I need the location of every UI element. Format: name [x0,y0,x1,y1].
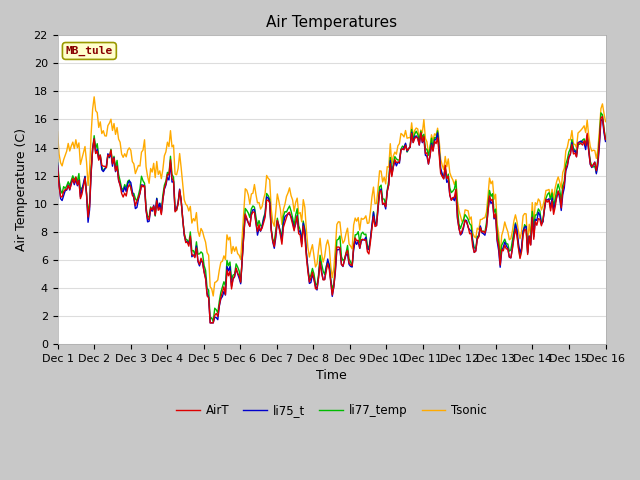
Line: li75_t: li75_t [58,119,605,323]
AirT [246,224,253,229]
li77_temp [573,152,580,157]
li77_temp [54,157,61,163]
li77_temp [237,279,244,285]
li77_temp [295,223,303,228]
AirT [295,231,303,237]
AirT [121,190,129,196]
AirT [218,289,226,295]
li77_temp [121,182,129,188]
Line: AirT: AirT [58,117,605,323]
Line: li77_temp: li77_temp [58,113,605,322]
AirT [54,163,61,168]
li77_temp [602,137,609,143]
AirT [602,137,609,143]
li77_temp [218,284,226,290]
AirT [237,279,244,285]
li75_t [598,116,606,122]
li75_t [121,184,129,190]
li75_t [206,320,214,326]
li75_t [573,154,580,159]
Tsonic [220,253,228,259]
X-axis label: Time: Time [316,369,347,382]
Title: Air Temperatures: Air Temperatures [266,15,397,30]
AirT [206,320,214,326]
Y-axis label: Air Temperature (C): Air Temperature (C) [15,128,28,251]
li77_temp [209,319,217,324]
Tsonic [602,119,609,124]
li75_t [237,281,244,287]
Legend: AirT, li75_t, li77_temp, Tsonic: AirT, li75_t, li77_temp, Tsonic [172,399,492,421]
li75_t [295,229,303,235]
li75_t [602,139,609,144]
AirT [573,154,580,160]
Tsonic [296,210,304,216]
Tsonic [90,94,98,100]
AirT [598,114,606,120]
li75_t [246,223,253,229]
li77_temp [246,215,253,220]
Tsonic [209,293,217,299]
Tsonic [122,154,130,160]
Text: MB_tule: MB_tule [66,46,113,56]
Tsonic [238,233,246,239]
Tsonic [54,129,61,134]
li75_t [218,294,226,300]
Tsonic [574,130,582,136]
Tsonic [248,191,255,197]
Line: Tsonic: Tsonic [58,97,605,296]
li75_t [54,160,61,166]
li77_temp [597,110,605,116]
